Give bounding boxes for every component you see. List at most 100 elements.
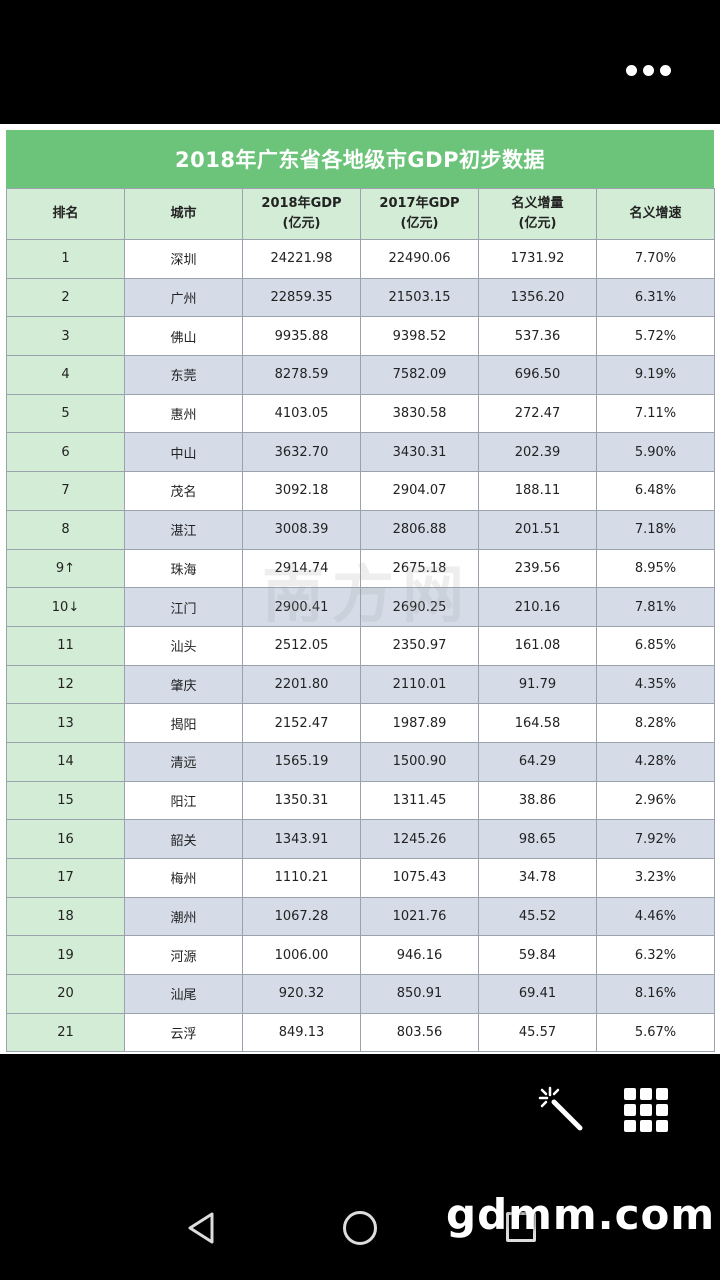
cell-increase: 98.65	[478, 819, 597, 859]
cell-rank: 13	[6, 703, 125, 743]
table-row: 20 汕尾 920.32 850.91 69.41 8.16%	[6, 974, 715, 1014]
cell-gdp2018: 4103.05	[242, 393, 361, 434]
cell-growth: 7.18%	[596, 509, 715, 550]
cell-increase: 202.39	[478, 432, 597, 473]
header-increase-line1: 名义增量	[511, 196, 564, 211]
cell-gdp2018: 1565.19	[242, 741, 361, 782]
cell-city: 惠州	[124, 393, 243, 434]
table-row: 9↑ 珠海 2914.74 2675.18 239.56 8.95%	[6, 548, 715, 589]
cell-rank: 16	[6, 819, 125, 859]
table-row: 4 东莞 8278.59 7582.09 696.50 9.19%	[6, 355, 715, 395]
header-gdp2017-line2: (亿元)	[400, 216, 439, 231]
table-row: 11 汕头 2512.05 2350.97 161.08 6.85%	[6, 625, 715, 666]
cell-city: 肇庆	[124, 664, 243, 705]
cell-city: 深圳	[124, 239, 243, 279]
cell-city: 清远	[124, 741, 243, 782]
cell-gdp2018: 1067.28	[242, 896, 361, 937]
home-circle-icon[interactable]	[343, 1211, 377, 1245]
header-rank: 排名	[6, 188, 125, 240]
cell-growth: 8.16%	[596, 974, 715, 1014]
cell-gdp2017: 3430.31	[360, 432, 479, 473]
cell-growth: 4.46%	[596, 896, 715, 937]
dot	[642, 64, 654, 76]
cell-growth: 3.23%	[596, 858, 715, 898]
bottom-bar	[0, 1054, 720, 1280]
cell-rank: 2	[6, 277, 125, 318]
cell-growth: 7.70%	[596, 239, 715, 279]
brand-watermark: gdmm.com	[446, 1190, 716, 1239]
cell-gdp2018: 2512.05	[242, 625, 361, 666]
cell-gdp2018: 1350.31	[242, 780, 361, 821]
table-row: 8 湛江 3008.39 2806.88 201.51 7.18%	[6, 509, 715, 550]
cell-city: 汕尾	[124, 974, 243, 1014]
back-triangle-icon[interactable]	[184, 1210, 220, 1246]
table-row: 10↓ 江门 2900.41 2690.25 210.16 7.81%	[6, 587, 715, 627]
cell-gdp2017: 2904.07	[360, 471, 479, 511]
cell-gdp2017: 22490.06	[360, 239, 479, 279]
header-city: 城市	[124, 188, 243, 240]
cell-city: 梅州	[124, 858, 243, 898]
cell-city: 广州	[124, 277, 243, 318]
header-gdp2017-line1: 2017年GDP	[379, 196, 460, 211]
cell-gdp2018: 2152.47	[242, 703, 361, 743]
cell-city: 湛江	[124, 509, 243, 550]
cell-growth: 8.28%	[596, 703, 715, 743]
cell-gdp2017: 1987.89	[360, 703, 479, 743]
grid-cell	[656, 1120, 668, 1132]
top-bar	[0, 0, 720, 124]
cell-rank: 15	[6, 780, 125, 821]
cell-city: 珠海	[124, 548, 243, 589]
dot	[659, 64, 671, 76]
table-row: 18 潮州 1067.28 1021.76 45.52 4.46%	[6, 896, 715, 937]
cell-growth: 2.96%	[596, 780, 715, 821]
cell-gdp2017: 2806.88	[360, 509, 479, 550]
cell-gdp2017: 2350.97	[360, 625, 479, 666]
cell-growth: 5.90%	[596, 432, 715, 473]
header-gdp2017: 2017年GDP (亿元)	[360, 188, 479, 240]
cell-rank: 7	[6, 471, 125, 511]
cell-city: 揭阳	[124, 703, 243, 743]
cell-rank: 9↑	[6, 548, 125, 589]
magic-wand-icon[interactable]	[536, 1084, 586, 1134]
cell-gdp2018: 1006.00	[242, 935, 361, 976]
cell-gdp2017: 9398.52	[360, 316, 479, 357]
cell-increase: 696.50	[478, 355, 597, 395]
cell-increase: 210.16	[478, 587, 597, 627]
cell-gdp2017: 850.91	[360, 974, 479, 1014]
cell-city: 汕头	[124, 625, 243, 666]
cell-rank: 12	[6, 664, 125, 705]
cell-increase: 201.51	[478, 509, 597, 550]
header-increase: 名义增量 (亿元)	[478, 188, 597, 240]
cell-rank: 21	[6, 1012, 125, 1053]
grid-cell	[640, 1088, 652, 1100]
cell-city: 中山	[124, 432, 243, 473]
cell-increase: 188.11	[478, 471, 597, 511]
table-row: 14 清远 1565.19 1500.90 64.29 4.28%	[6, 741, 715, 782]
cell-gdp2017: 946.16	[360, 935, 479, 976]
header-city-label: 城市	[170, 206, 197, 221]
cell-gdp2018: 24221.98	[242, 239, 361, 279]
cell-increase: 64.29	[478, 741, 597, 782]
header-row: 排名 城市 2018年GDP (亿元) 2017年GDP (亿元) 名义增量 (亿元)…	[6, 188, 715, 240]
cell-city: 江门	[124, 587, 243, 627]
cell-increase: 91.79	[478, 664, 597, 705]
cell-growth: 5.72%	[596, 316, 715, 357]
table-row: 3 佛山 9935.88 9398.52 537.36 5.72%	[6, 316, 715, 357]
cell-gdp2017: 1075.43	[360, 858, 479, 898]
table-row: 6 中山 3632.70 3430.31 202.39 5.90%	[6, 432, 715, 473]
cell-increase: 45.57	[478, 1012, 597, 1053]
cell-gdp2017: 1021.76	[360, 896, 479, 937]
cell-growth: 8.95%	[596, 548, 715, 589]
more-dots-icon[interactable]	[620, 58, 676, 82]
grid-menu-icon[interactable]	[624, 1088, 668, 1132]
recent-square-icon[interactable]	[506, 1212, 536, 1242]
cell-rank: 8	[6, 509, 125, 550]
grid-cell	[624, 1104, 636, 1116]
cell-growth: 7.11%	[596, 393, 715, 434]
table-row: 15 阳江 1350.31 1311.45 38.86 2.96%	[6, 780, 715, 821]
cell-gdp2017: 21503.15	[360, 277, 479, 318]
cell-growth: 6.48%	[596, 471, 715, 511]
cell-increase: 38.86	[478, 780, 597, 821]
cell-rank: 20	[6, 974, 125, 1014]
cell-gdp2018: 1343.91	[242, 819, 361, 859]
